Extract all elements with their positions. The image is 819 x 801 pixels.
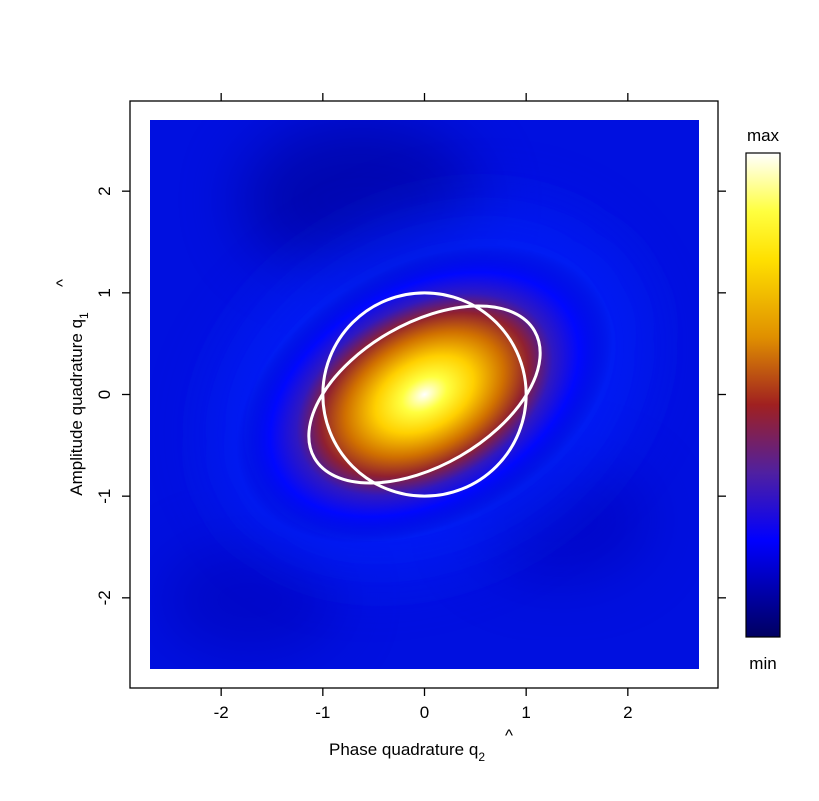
y-tick-label: -2 — [95, 590, 114, 605]
density-peak — [236, 245, 613, 544]
y-tick-label: 0 — [95, 390, 114, 399]
x-tick-label: 1 — [521, 703, 530, 722]
x-tick-label: -1 — [315, 703, 330, 722]
x-tick-label: 0 — [420, 703, 429, 722]
x-axis-title-hat: ^ — [505, 726, 513, 745]
x-tick-label: -2 — [214, 703, 229, 722]
x-axis-title: Phase quadrature q2 — [329, 740, 485, 764]
uncertainty-ellipse-2 — [321, 291, 528, 498]
uncertainty-ellipse-1 — [307, 304, 542, 485]
y-axis-title-hat: ^ — [53, 279, 72, 287]
y-tick-label: -1 — [95, 489, 114, 504]
x-tick-label: 2 — [623, 703, 632, 722]
y-tick-label: 1 — [95, 288, 114, 297]
colorbar-min-label: min — [749, 654, 776, 673]
y-axis-title: Amplitude quadrature q1 — [67, 312, 91, 496]
colorbar — [745, 152, 781, 638]
y-tick-label: 2 — [95, 186, 114, 195]
colorbar-max-label: max — [747, 126, 780, 145]
